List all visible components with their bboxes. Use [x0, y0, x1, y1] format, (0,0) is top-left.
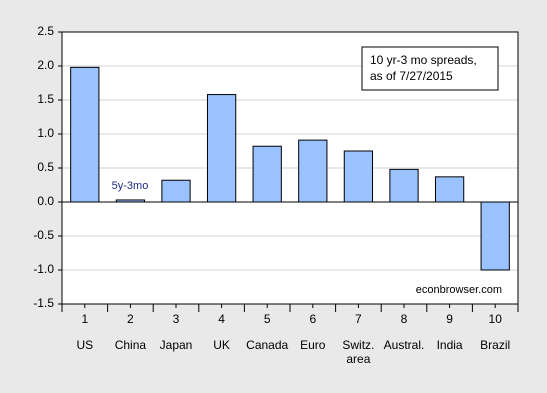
category-label: Euro	[300, 338, 326, 352]
y-tick-label: -1.5	[33, 296, 54, 310]
annotation: 5y-3mo	[112, 180, 149, 192]
x-tick-label: 10	[489, 312, 503, 326]
bar	[298, 139, 328, 203]
category-label: Brazil	[480, 338, 511, 352]
y-tick-label: -1.0	[33, 262, 54, 276]
category-label: Japan	[159, 338, 193, 352]
x-tick-label: 9	[446, 312, 453, 326]
y-tick-label: 0.0	[37, 194, 54, 208]
legend-text: 10 yr-3 mo spreads,	[370, 53, 477, 67]
bar	[206, 94, 237, 203]
category-label: UK	[213, 338, 230, 352]
x-tick-label: 6	[309, 312, 316, 326]
y-tick-label: 0.5	[37, 160, 54, 174]
category-label: US	[76, 338, 94, 352]
bar	[161, 179, 191, 203]
bar	[343, 150, 374, 203]
bar	[480, 201, 510, 271]
legend-text: as of 7/27/2015	[370, 69, 453, 83]
bar	[70, 66, 100, 203]
x-tick-label: 2	[127, 312, 134, 326]
category-label: Switz. area	[342, 338, 375, 366]
legend-box	[361, 46, 499, 91]
bar	[115, 199, 146, 203]
y-tick-label: 2.0	[37, 58, 54, 72]
plot-frame	[61, 31, 519, 305]
x-tick-label: 8	[401, 312, 408, 326]
x-tick-label: 5	[264, 312, 271, 326]
bar	[434, 176, 465, 203]
x-tick-label: 7	[355, 312, 362, 326]
y-tick-label: 2.5	[37, 24, 54, 38]
x-tick-label: 1	[81, 312, 88, 326]
x-tick-label: 3	[173, 312, 180, 326]
category-label: China	[114, 338, 147, 352]
bar	[389, 168, 419, 203]
annotation: econbrowser.com	[416, 284, 502, 296]
category-label: India	[436, 338, 463, 352]
y-tick-label: -0.5	[33, 228, 54, 242]
x-tick-label: 4	[218, 312, 225, 326]
y-tick-label: 1.0	[37, 126, 54, 140]
bar	[252, 145, 282, 203]
category-label: Canada	[246, 338, 289, 352]
y-tick-label: 1.5	[37, 92, 54, 106]
category-label: Austral.	[383, 338, 425, 352]
